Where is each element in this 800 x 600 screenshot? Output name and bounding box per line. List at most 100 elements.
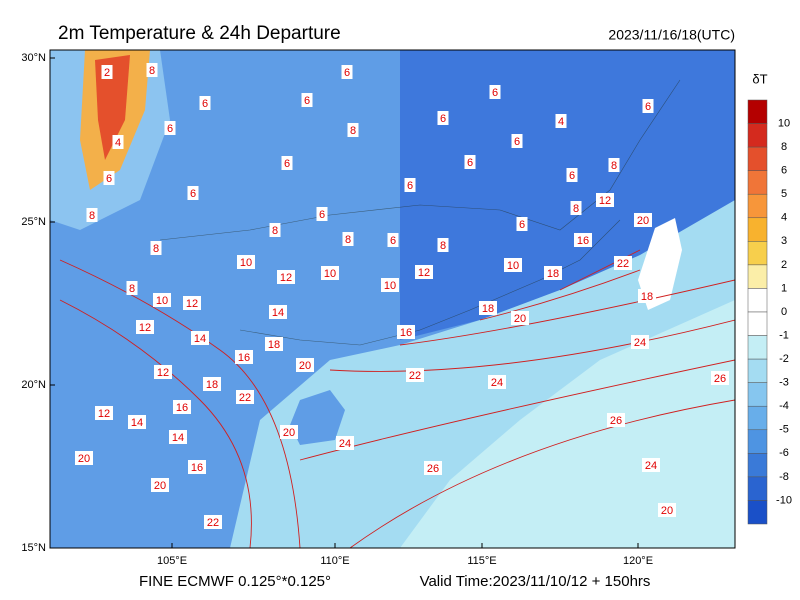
contour-label: 6 xyxy=(514,136,520,148)
contour-label-box xyxy=(269,223,281,237)
colorbar-swatch xyxy=(747,264,768,289)
y-tick-label: 30°N xyxy=(21,52,46,64)
contour-label-box xyxy=(596,193,614,207)
colorbar-label: 4 xyxy=(781,212,787,224)
contour-label: 24 xyxy=(634,337,646,349)
contour-label: 22 xyxy=(409,370,421,382)
contour-label-box xyxy=(614,256,632,270)
contour-label-box xyxy=(424,461,442,475)
colorbar-swatch xyxy=(747,429,768,454)
contour-label-box xyxy=(504,258,522,272)
contour-label-box xyxy=(381,278,399,292)
contour-label-box xyxy=(566,168,578,182)
contour-label-box xyxy=(269,305,287,319)
ocean-warmer xyxy=(400,300,735,548)
contour-label-box xyxy=(464,155,476,169)
title: 2m Temperature & 24h Departure xyxy=(58,23,341,44)
contour-label-box xyxy=(203,377,221,391)
timestamp: 2023/11/16/18(UTC) xyxy=(608,27,735,43)
colorbar-swatch xyxy=(747,311,768,336)
contour-label-box xyxy=(341,65,353,79)
contour-label: 26 xyxy=(610,415,622,427)
contour-label-box xyxy=(164,121,176,135)
contour-label-box xyxy=(112,135,124,149)
contour-label: 18 xyxy=(268,339,280,351)
contour-label-box xyxy=(608,158,620,172)
contour-label: 20 xyxy=(154,480,166,492)
colorbar-title: δT xyxy=(752,71,767,86)
contour-label-box xyxy=(153,293,171,307)
contour-label: 10 xyxy=(384,280,396,292)
contour-label-box xyxy=(642,458,660,472)
warm-core xyxy=(95,55,130,160)
contour-label: 8 xyxy=(89,210,95,222)
colorbar-label: -5 xyxy=(779,424,789,436)
contour-label-box xyxy=(188,460,206,474)
map-frame xyxy=(49,49,736,549)
contour-label-box xyxy=(511,134,523,148)
contour-label-box xyxy=(711,371,729,385)
contour-label-box xyxy=(236,390,254,404)
contour-label: 4 xyxy=(558,116,564,128)
contour-label: 16 xyxy=(191,462,203,474)
contour-label-box xyxy=(489,85,501,99)
colorbar-label: 10 xyxy=(778,117,790,129)
contour-label-box xyxy=(397,325,415,339)
contour-label: 10 xyxy=(324,268,336,280)
contour-label: 22 xyxy=(239,392,251,404)
contour-label-box xyxy=(631,335,649,349)
contour-label: 24 xyxy=(339,438,351,450)
contour-label: 10 xyxy=(156,295,168,307)
contour-label: 10 xyxy=(507,260,519,272)
colorbar-swatch xyxy=(747,241,768,266)
contour-label: 6 xyxy=(167,123,173,135)
contour-label: 12 xyxy=(186,298,198,310)
colorbar-label: 1 xyxy=(781,282,787,294)
contour-label-box xyxy=(128,415,146,429)
contour-label-box xyxy=(437,111,449,125)
contour-label: 20 xyxy=(299,360,311,372)
contour-label-box xyxy=(406,368,424,382)
contour-label-box xyxy=(544,266,562,280)
contour-label: 16 xyxy=(577,235,589,247)
contour-label: 8 xyxy=(440,240,446,252)
contour-label-box xyxy=(296,358,314,372)
contour-label: 12 xyxy=(139,322,151,334)
colorbar-swatch xyxy=(747,170,768,195)
contour-label-box xyxy=(634,213,652,227)
contour-label: 22 xyxy=(617,258,629,270)
contour-label: 6 xyxy=(344,67,350,79)
contour-label: 10 xyxy=(240,257,252,269)
contour-label-box xyxy=(101,65,113,79)
contour-label-box xyxy=(415,265,433,279)
contour-label-box xyxy=(642,99,654,113)
y-tick-label: 15°N xyxy=(21,542,46,554)
contour-label: 6 xyxy=(319,209,325,221)
x-tick-label: 110°E xyxy=(320,555,349,567)
colorbar-label: 8 xyxy=(781,141,787,153)
contour-label-box xyxy=(316,207,328,221)
colorbar-label: 5 xyxy=(781,188,787,200)
contour-label-box xyxy=(516,217,528,231)
contour-label: 12 xyxy=(98,408,110,420)
contour-label-box xyxy=(191,331,209,345)
colorbar-swatch xyxy=(747,146,768,171)
colorbar-swatch xyxy=(747,193,768,219)
contour-label: 26 xyxy=(427,463,439,475)
contour-label-box xyxy=(574,233,592,247)
contour-label: 6 xyxy=(467,157,473,169)
contour-label-box xyxy=(75,451,93,465)
colorbar-label: -1 xyxy=(779,329,789,341)
cold-region xyxy=(400,50,735,340)
contour-label: 20 xyxy=(514,313,526,325)
contour-label: 2 xyxy=(104,67,110,79)
colorbar-label: -6 xyxy=(779,447,789,459)
contour-label-box xyxy=(607,413,625,427)
colorbar-label: 2 xyxy=(781,259,787,271)
contour-label-box xyxy=(638,289,656,303)
contour-label: 8 xyxy=(345,234,351,246)
contour-label-box xyxy=(336,436,354,450)
contour-label-box xyxy=(136,320,154,334)
colorbar-swatch xyxy=(747,217,768,242)
